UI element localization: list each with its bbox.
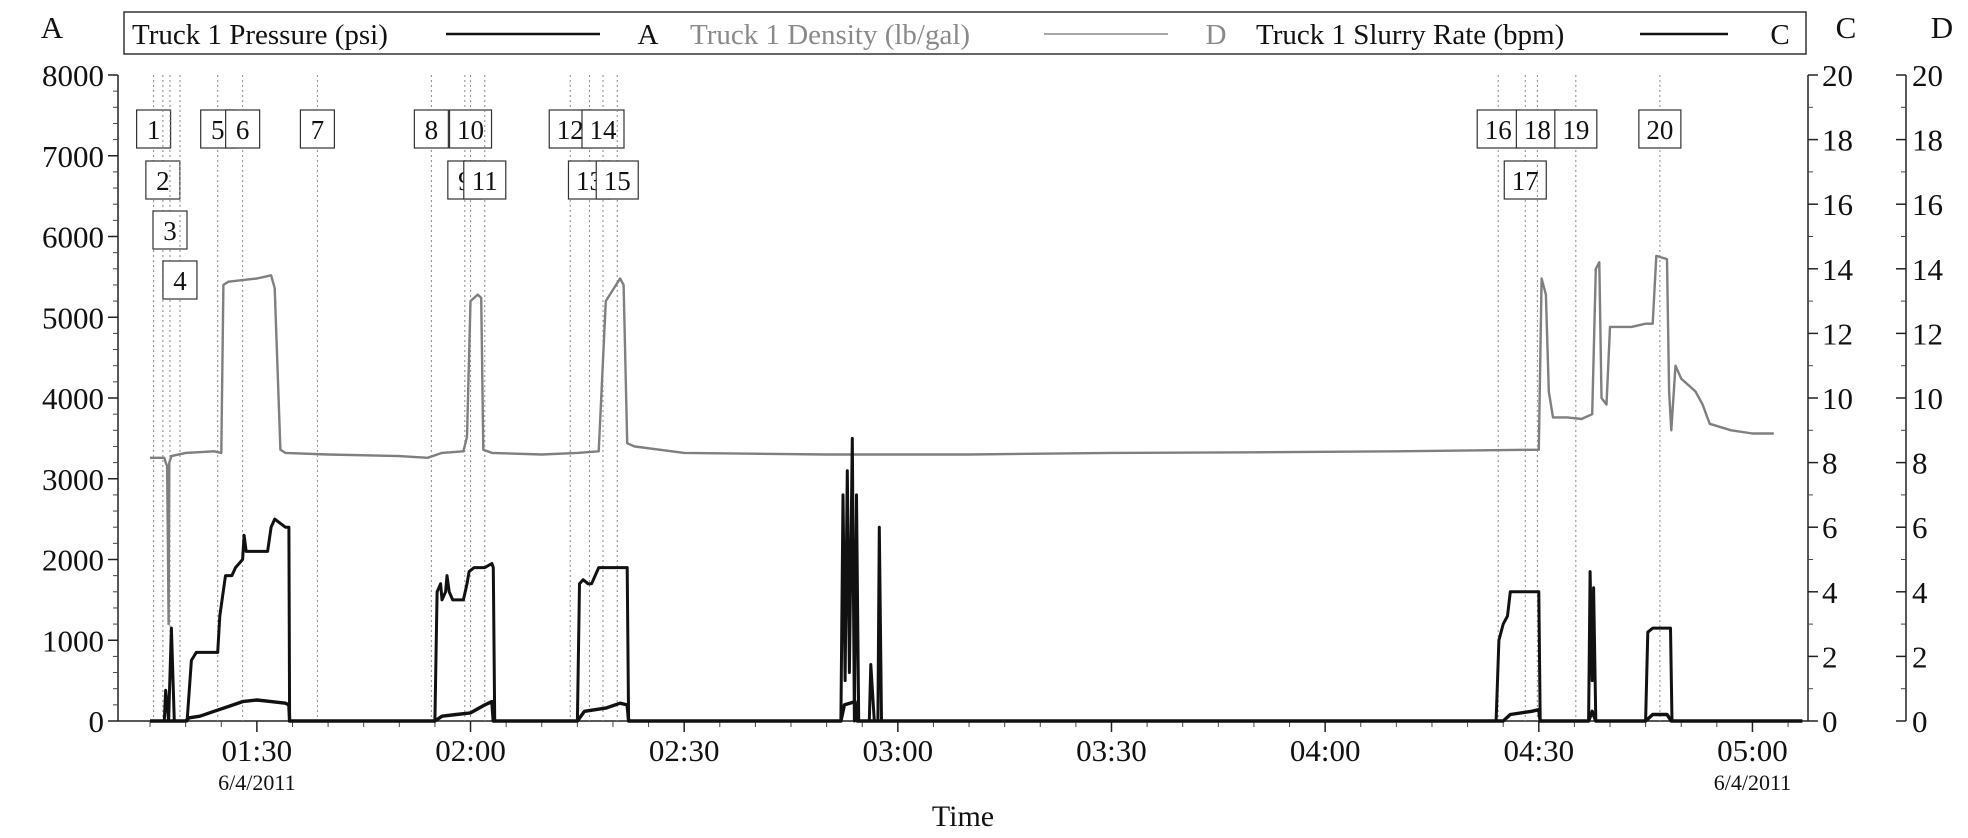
y-tick-label-left: 5000 (42, 300, 104, 335)
series (150, 254, 1803, 723)
event-marker-label: 2 (156, 166, 170, 196)
y-tick-label-right: 12 (1822, 316, 1853, 351)
event-marker-box (1503, 160, 1547, 200)
y-tick-label-far-right: 12 (1912, 316, 1943, 351)
y-tick-label-left: 4000 (42, 381, 104, 416)
y-tick-label-right: 16 (1822, 187, 1853, 222)
event-marker-label: 11 (472, 166, 498, 196)
event-marker-box (1476, 109, 1520, 149)
y-tick-label-right: 18 (1822, 123, 1853, 158)
y-tick-label-far-right: 10 (1912, 381, 1943, 416)
y-tick-label-left: 2000 (42, 543, 104, 578)
event-marker-label: 19 (1562, 115, 1589, 145)
event-marker-label: 6 (236, 115, 250, 145)
event-marker-box (145, 160, 181, 200)
event-marker-box (136, 109, 172, 149)
y-tick-label-right: 0 (1822, 704, 1838, 739)
event-marker-box (225, 109, 261, 149)
event-marker-box (463, 160, 507, 200)
legend: Truck 1 Pressure (psi) A Truck 1 Density (… (132, 19, 1790, 51)
legend-entry-axis: A (638, 19, 659, 51)
event-marker-box (1638, 109, 1682, 149)
event-marker-label: 18 (1524, 115, 1551, 145)
x-tick-label: 05:00 (1717, 733, 1788, 768)
event-marker-label: 16 (1485, 115, 1512, 145)
y-tick-label-far-right: 16 (1912, 187, 1943, 222)
x-tick-date: 6/4/2011 (1714, 770, 1791, 795)
series-line (150, 254, 1774, 626)
event-marker-label: 14 (589, 115, 617, 145)
y-tick-label-far-right: 20 (1912, 58, 1943, 93)
event-marker-label: 3 (163, 216, 177, 246)
x-tick-date: 6/4/2011 (218, 770, 295, 795)
event-marker-label: 4 (173, 266, 187, 296)
event-marker-box (1515, 109, 1559, 149)
y-tick-label-far-right: 18 (1912, 123, 1943, 158)
event-marker-label: 8 (425, 115, 439, 145)
y-tick-label-left: 1000 (42, 623, 104, 658)
x-axis-title: Time (932, 800, 994, 833)
event-marker-label: 7 (311, 115, 325, 145)
y-tick-label-left: 8000 (42, 58, 104, 93)
event-markers: 1234567891011121314151617181920 (136, 75, 1682, 721)
y-tick-label-right: 6 (1822, 510, 1838, 545)
x-tick-label: 03:30 (1076, 733, 1147, 768)
y-tick-label-left: 3000 (42, 462, 104, 497)
x-tick-label: 01:30 (222, 733, 293, 768)
y-tick-label-far-right: 2 (1912, 639, 1928, 674)
x-tick-label: 02:00 (435, 733, 506, 768)
axis-d-label: D (1931, 10, 1953, 45)
event-marker-label: 15 (604, 166, 631, 196)
event-marker-box (152, 210, 188, 250)
axis-a-label: A (41, 10, 64, 45)
y-tick-label-far-right: 8 (1912, 446, 1928, 481)
event-marker-box (413, 109, 449, 149)
y-tick-label-far-right: 0 (1912, 704, 1928, 739)
axis-c-label: C (1836, 10, 1857, 45)
legend-entry-label: Truck 1 Slurry Rate (bpm) (1256, 19, 1564, 51)
y-tick-label-far-right: 14 (1912, 252, 1944, 287)
event-marker-label: 5 (211, 115, 225, 145)
y-tick-label-left: 0 (89, 704, 105, 739)
event-marker-label: 1 (147, 115, 161, 145)
legend-entry-label: Truck 1 Density (lb/gal) (690, 19, 970, 51)
legend-entry-axis: D (1206, 19, 1227, 51)
x-tick-label: 03:00 (863, 733, 934, 768)
event-marker-box (162, 260, 198, 300)
event-marker-label: 20 (1646, 115, 1673, 145)
legend-entry-label: Truck 1 Pressure (psi) (132, 19, 388, 51)
y-tick-label-right: 20 (1822, 58, 1853, 93)
event-marker-label: 12 (557, 115, 584, 145)
y-tick-label-right: 14 (1822, 252, 1854, 287)
y-tick-label-right: 4 (1822, 575, 1838, 610)
y-tick-label-far-right: 4 (1912, 575, 1928, 610)
y-tick-label-left: 6000 (42, 220, 104, 255)
x-tick-label: 02:30 (649, 733, 720, 768)
legend-entry-axis: C (1770, 19, 1789, 51)
ticks: 0100020003000400050006000700080000246810… (42, 58, 1944, 795)
x-tick-label: 04:00 (1290, 733, 1361, 768)
event-marker-label: 17 (1512, 166, 1539, 196)
event-marker-box (1554, 109, 1598, 149)
y-tick-label-left: 7000 (42, 139, 104, 174)
y-tick-label-far-right: 6 (1912, 510, 1928, 545)
series-line (150, 436, 1803, 723)
y-tick-label-right: 2 (1822, 639, 1838, 674)
y-tick-label-right: 10 (1822, 381, 1853, 416)
legend-box (123, 11, 1807, 55)
event-marker-box (595, 160, 639, 200)
event-marker-box (299, 109, 336, 149)
event-marker-label: 10 (457, 115, 484, 145)
series-line (150, 698, 1803, 723)
y-tick-label-right: 8 (1822, 446, 1838, 481)
x-tick-label: 04:30 (1503, 733, 1574, 768)
